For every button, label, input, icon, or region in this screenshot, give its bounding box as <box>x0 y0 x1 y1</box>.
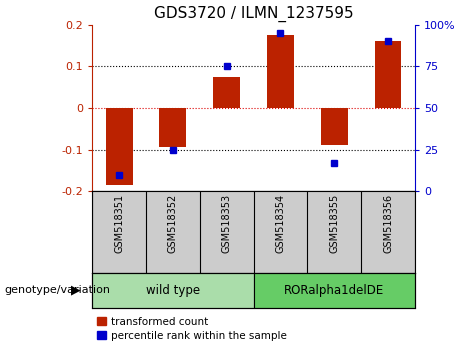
Text: GSM518352: GSM518352 <box>168 194 178 253</box>
Bar <box>213 77 240 108</box>
Text: GSM518351: GSM518351 <box>114 194 124 253</box>
Bar <box>374 41 402 108</box>
Text: genotype/variation: genotype/variation <box>5 285 111 295</box>
Text: GSM518355: GSM518355 <box>329 194 339 253</box>
Bar <box>160 108 186 148</box>
Bar <box>106 108 133 185</box>
Text: RORalpha1delDE: RORalpha1delDE <box>284 284 384 297</box>
Text: ▶: ▶ <box>71 284 81 297</box>
Bar <box>92 273 254 308</box>
Bar <box>321 108 348 145</box>
Bar <box>254 273 415 308</box>
Bar <box>267 35 294 108</box>
Text: GSM518354: GSM518354 <box>275 194 285 253</box>
Text: GSM518356: GSM518356 <box>383 194 393 253</box>
Text: wild type: wild type <box>146 284 200 297</box>
Legend: transformed count, percentile rank within the sample: transformed count, percentile rank withi… <box>97 317 287 341</box>
Title: GDS3720 / ILMN_1237595: GDS3720 / ILMN_1237595 <box>154 6 354 22</box>
Text: GSM518353: GSM518353 <box>222 194 232 253</box>
